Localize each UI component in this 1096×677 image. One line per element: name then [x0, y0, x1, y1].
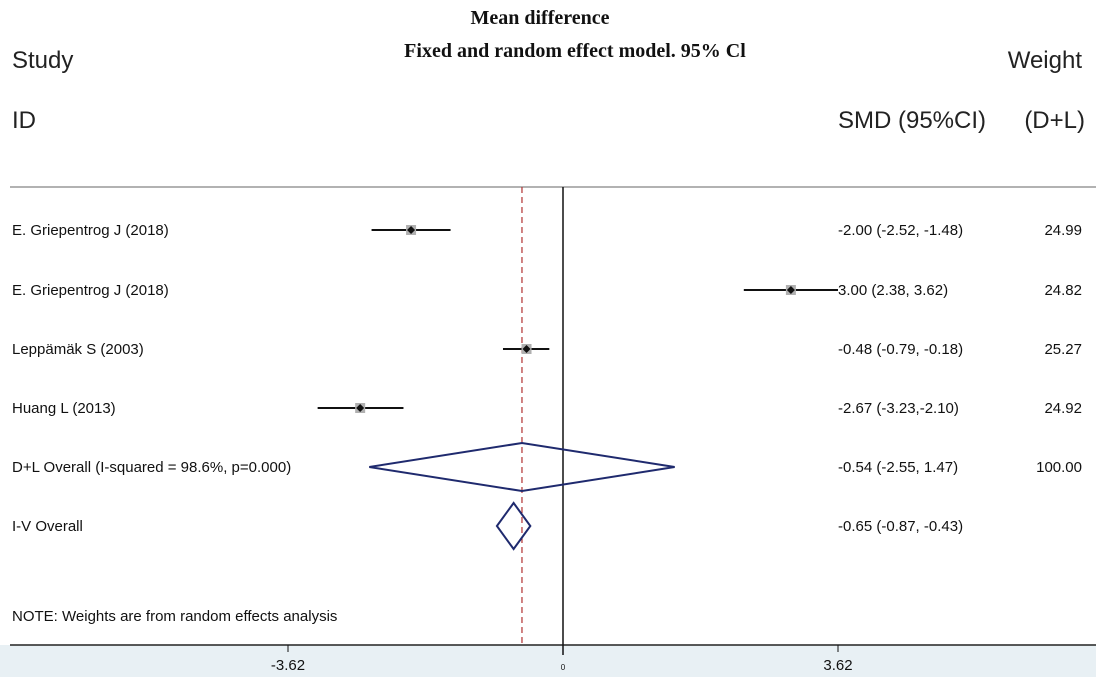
col-header-smd: SMD (95%CI)	[838, 107, 986, 134]
study-weight: 24.92	[1044, 400, 1082, 417]
col-header-id: ID	[12, 107, 36, 134]
overall-diamond	[369, 441, 675, 493]
x-tick-label: 0	[561, 663, 566, 672]
study-ci-text: -2.00 (-2.52, -1.48)	[838, 222, 963, 239]
study-label: Leppämäk S (2003)	[12, 341, 144, 358]
study-label: E. Griepentrog J (2018)	[12, 282, 169, 299]
study-ci-text: -0.48 (-0.79, -0.18)	[838, 341, 963, 358]
study-label: Huang L (2013)	[12, 400, 116, 417]
study-point-estimate	[786, 286, 795, 294]
overall-ci-text: -0.65 (-0.87, -0.43)	[838, 518, 963, 535]
study-weight: 24.82	[1044, 282, 1082, 299]
study-ci-text: 3.00 (2.38, 3.62)	[838, 282, 948, 299]
col-header-weight: Weight	[1008, 47, 1083, 74]
study-point-estimate	[356, 404, 365, 412]
overall-label: I-V Overall	[12, 518, 83, 535]
study-weight: 24.99	[1044, 222, 1082, 239]
col-header-study: Study	[12, 47, 73, 74]
x-tick-label: 3.62	[823, 657, 852, 674]
weights-note: NOTE: Weights are from random effects an…	[12, 608, 337, 625]
overall-weight: 100.00	[1036, 459, 1082, 476]
chart-title-line2: Fixed and random effect model. 95% Cl	[404, 40, 746, 62]
plot-marks: -3.62 0 3.62 E. Griepentrog J (2018) -2.00 (…	[12, 187, 1082, 674]
study-point-estimate	[522, 345, 531, 353]
col-header-dl: (D+L)	[1024, 107, 1085, 134]
overall-diamond	[495, 501, 532, 551]
study-ci-text: -2.67 (-3.23,-2.10)	[838, 400, 959, 417]
overall-label: D+L Overall (I-squared = 98.6%, p=0.000)	[12, 459, 291, 476]
study-point-estimate	[407, 226, 416, 234]
overall-ci-text: -0.54 (-2.55, 1.47)	[838, 459, 958, 476]
x-tick-label: -3.62	[271, 657, 305, 674]
study-weight: 25.27	[1044, 341, 1082, 358]
chart-title-line1: Mean difference	[470, 7, 609, 29]
x-axis-band	[0, 645, 1096, 677]
study-label: E. Griepentrog J (2018)	[12, 222, 169, 239]
